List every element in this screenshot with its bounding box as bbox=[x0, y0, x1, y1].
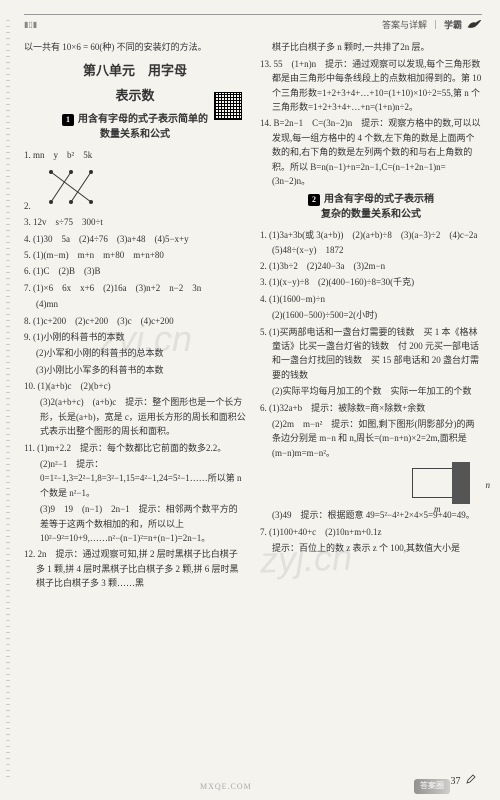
page-number: 37 bbox=[451, 774, 477, 790]
unit-subtitle: 表示数 bbox=[24, 86, 246, 107]
s2-q7b: 提示：百位上的数 z 表示 z 个 100,其数值大小是 bbox=[260, 541, 482, 555]
q11c: (3)9 19 (n−1) 2n−1 提示：相邻两个数平方的差等于这两个数相加的… bbox=[24, 502, 246, 545]
header-answers-label: 答案与详解 bbox=[382, 18, 427, 32]
left-column: 以一共有 10×6 = 60(种) 不同的安装灯的方法。 第八单元 用字母 表示… bbox=[24, 40, 246, 592]
section-number-2: 2 bbox=[308, 194, 320, 206]
right-column: 棋子比白棋子多 n 颗时,一共排了2n 层。 13. 55 (1+n)n 提示：… bbox=[260, 40, 482, 592]
q3: 3. 12v s÷75 300÷t bbox=[24, 215, 246, 229]
pencil-icon bbox=[466, 774, 476, 784]
q12: 12. 2n 提示：通过观察可知,拼 2 层时黑棋子比白棋子多 1 颗,拼 4 … bbox=[24, 547, 246, 590]
unit-title: 第八单元 用字母 bbox=[24, 61, 246, 82]
q11b: (2)n²−1 提示：0=1²−1,3=2²−1,8=3²−1,15=4²−1,… bbox=[24, 457, 246, 500]
diagram-label-n: n bbox=[486, 478, 491, 492]
section-1-heading: 1用含有字母的式子表示简单的 数量关系和公式 bbox=[24, 112, 246, 142]
q10a: 10. (1)(a+b)c (2)(b+c) bbox=[24, 379, 246, 393]
s2-q6: 6. (1)32a+b 提示：被除数=商×除数+余数 bbox=[260, 401, 482, 415]
page-header: ▮▯▮ 答案与详解 ｜ 学霸 bbox=[24, 14, 482, 32]
q2: 2. bbox=[24, 165, 246, 213]
r-p1: 棋子比白棋子多 n 颗时,一共排了2n 层。 bbox=[260, 40, 482, 54]
s2-q4b: (2)(1600−500)÷500=2(小时) bbox=[260, 308, 482, 322]
q9c: (3)小刚比小军多的科普书的本数 bbox=[24, 363, 246, 377]
qr-code-icon bbox=[214, 92, 242, 120]
diagram-label-m: m bbox=[434, 502, 441, 516]
q1: 1. mn y b² 5k bbox=[24, 148, 246, 162]
bird-icon bbox=[466, 19, 482, 31]
s2-q3: 3. (1)(x−y)÷8 (2)(400−160)÷8=30(千克) bbox=[260, 275, 482, 289]
s2-q5b: (2)实际平均每月加工的个数 实际一年加工的个数 bbox=[260, 384, 482, 398]
q4: 4. (1)30 5a (2)4÷76 (3)a+48 (4)5−x+y bbox=[24, 232, 246, 246]
s2-q5: 5. (1)买两部电话和一盏台灯需要的钱数 买 1 本《格林童话》比买一盏台灯省… bbox=[260, 325, 482, 383]
s2-q4: 4. (1)(1600−m)÷n bbox=[260, 292, 482, 306]
intro-text: 以一共有 10×6 = 60(种) 不同的安装灯的方法。 bbox=[24, 40, 246, 54]
q6: 6. (1)C (2)B (3)B bbox=[24, 264, 246, 278]
q10b: (3)2(a+b+c) (a+b)c 提示：整个图形也是一个长方形，长是(a+b… bbox=[24, 395, 246, 438]
q9b: (2)小军和小刚的科普书的总本数 bbox=[24, 346, 246, 360]
crossing-diagram bbox=[45, 167, 105, 207]
section-number: 1 bbox=[62, 114, 74, 126]
q8: 8. (1)c+200 (2)c+200 (3)c (4)c+200 bbox=[24, 314, 246, 328]
s2-q7a: 7. (1)100+40+c (2)10n+m+0.1z bbox=[260, 525, 482, 539]
q5: 5. (1)(m−m) m+n m+80 m+n+80 bbox=[24, 248, 246, 262]
header-ornament: ▮▯▮ bbox=[24, 19, 37, 32]
s2-q1: 1. (1)3a+3b(或 3(a+b)) (2)(a+b)÷8 (3)(a−3… bbox=[260, 228, 482, 257]
r-q13: 13. 55 (1+n)n 提示：通过观察可以发现,每个三角形数都是由三角形中每… bbox=[260, 57, 482, 115]
footer-site: MXQE.COM bbox=[200, 781, 252, 794]
q11a: 11. (1)m+2.2 提示：每个数都比它前面的数多2.2。 bbox=[24, 441, 246, 455]
s2-q6b: (2)2m m−n² 提示：如图,剩下图形(阴影部分)的两条边分别是 m−n 和… bbox=[260, 417, 482, 460]
footer-badge: 答案圈 bbox=[414, 779, 450, 794]
header-brand: 学霸 bbox=[444, 18, 462, 32]
q7: 7. (1)×6 6x x+6 (2)16a (3)n+2 n−2 3n bbox=[24, 281, 246, 295]
rectangle-diagram: m n bbox=[412, 462, 482, 506]
q9a: 9. (1)小刚的科普书的本数 bbox=[24, 330, 246, 344]
r-q14: 14. B=2n−1 C=(3n−2)n 提示：观察方格中的数,可以以发现,每一… bbox=[260, 116, 482, 188]
q7b: (4)mn bbox=[24, 297, 246, 311]
s2-q2: 2. (1)3b÷2 (2)240−3a (3)2m−n bbox=[260, 259, 482, 273]
s2-q6c: (3)49 提示：根据题意 49=5²−4²+2×4×5=9+40=49。 bbox=[260, 508, 482, 522]
section-2-heading: 2用含有字母的式子表示稍 复杂的数量关系和公式 bbox=[260, 192, 482, 222]
